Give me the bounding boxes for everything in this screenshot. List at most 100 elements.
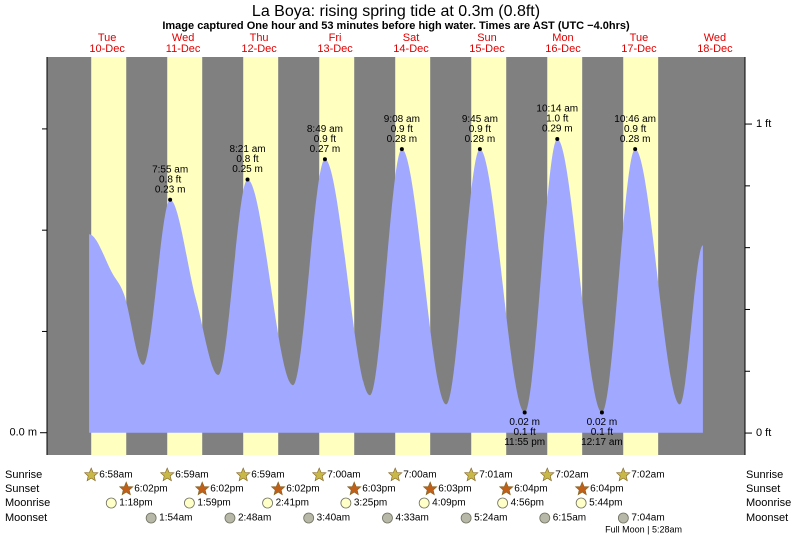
event-icon — [145, 512, 157, 524]
low-tide-dot — [522, 410, 527, 415]
event-time: 6:04pm — [514, 484, 547, 495]
event-time: 6:15am — [553, 513, 586, 524]
chart-subtitle: Image captured One hour and 53 minutes b… — [162, 20, 630, 32]
date-label: 17-Dec — [621, 43, 657, 55]
date-label: 18-Dec — [697, 43, 733, 55]
event-icon — [270, 481, 286, 496]
tide-label: 8:49 am — [307, 124, 343, 135]
high-tide-dot — [555, 137, 560, 142]
tide-label: 11:55 pm — [504, 437, 545, 448]
date-label: 13-Dec — [317, 43, 353, 55]
event-icon — [311, 467, 327, 482]
tide-area — [89, 139, 703, 433]
event-icon — [105, 497, 117, 509]
row-label: Sunset — [5, 483, 39, 495]
tide-label: 8:21 am — [229, 144, 265, 155]
event-time: 6:59am — [251, 470, 284, 481]
event-icon — [539, 467, 555, 482]
tide-label: 1.0 ft — [546, 114, 568, 125]
row-label: Sunrise — [746, 469, 783, 481]
tide-label: 0.9 ft — [391, 124, 413, 135]
event-icon — [235, 467, 251, 482]
event-time: 6:03pm — [362, 484, 395, 495]
tide-label: 0.8 ft — [159, 174, 181, 185]
footnote: Full Moon | 5:28am — [605, 524, 682, 534]
event-time: 4:33am — [395, 513, 428, 524]
day-label: Sat — [403, 32, 420, 44]
event-time: 7:00am — [327, 470, 360, 481]
event-icon — [463, 467, 479, 482]
date-label: 10-Dec — [89, 43, 125, 55]
high-tide-dot — [477, 147, 482, 152]
tide-label: 0.9 ft — [314, 134, 336, 145]
tide-label: 10:46 am — [614, 114, 656, 125]
event-time: 7:02am — [555, 470, 588, 481]
row-label: Moonset — [746, 512, 788, 524]
event-icon — [224, 512, 236, 524]
event-icon — [418, 497, 430, 509]
event-time: 6:04pm — [590, 484, 623, 495]
tide-label: 10:14 am — [536, 104, 578, 115]
event-icon — [346, 481, 362, 496]
date-label: 14-Dec — [393, 43, 429, 55]
event-icon — [340, 497, 352, 509]
event-icon — [498, 481, 514, 496]
event-icon — [615, 467, 631, 482]
event-time: 2:48am — [238, 513, 271, 524]
tide-label: 0.9 ft — [624, 124, 646, 135]
tide-label: 0.29 m — [542, 124, 573, 135]
event-time: 5:44pm — [589, 498, 622, 509]
event-time: 7:02am — [631, 470, 664, 481]
event-icon — [118, 481, 134, 496]
high-tide-dot — [633, 147, 638, 152]
tide-label: 0.25 m — [232, 164, 263, 175]
tide-label: 0.1 ft — [514, 427, 536, 438]
day-label: Thu — [250, 32, 269, 44]
tide-label: 7:55 am — [152, 164, 188, 175]
event-icon — [575, 497, 587, 509]
day-label: Mon — [552, 32, 573, 44]
event-time: 6:03pm — [438, 484, 471, 495]
row-label: Sunrise — [5, 469, 42, 481]
event-time: 6:59am — [175, 470, 208, 481]
event-icon — [262, 497, 273, 509]
day-label: Wed — [172, 32, 194, 44]
day-label: Tue — [98, 32, 117, 44]
day-label: Wed — [704, 32, 726, 44]
day-label: Fri — [329, 32, 342, 44]
tide-label: 0.27 m — [310, 144, 341, 155]
event-time: 6:02pm — [210, 484, 243, 495]
event-time: 7:00am — [403, 470, 436, 481]
event-time: 5:24am — [474, 513, 507, 524]
row-label: Moonrise — [5, 497, 50, 509]
tide-label: 9:45 am — [462, 114, 498, 125]
event-icon — [574, 481, 590, 496]
y-tick-label: 0.0 m — [9, 427, 37, 439]
tide-label: 0.28 m — [465, 134, 496, 145]
high-tide-dot — [245, 177, 250, 182]
tide-label: 0.02 m — [509, 417, 540, 428]
tide-label: 0.28 m — [620, 134, 651, 145]
low-tide-dot — [599, 410, 604, 415]
tide-label: 12:17 am — [581, 437, 623, 448]
event-time: 6:58am — [99, 470, 132, 481]
y2-tick-label: 0 ft — [756, 427, 771, 439]
event-time: 7:01am — [479, 470, 512, 481]
event-time: 4:56pm — [511, 498, 544, 509]
row-label: Moonset — [5, 512, 47, 524]
tide-label: 9:08 am — [384, 114, 420, 125]
row-label: Moonrise — [746, 497, 791, 509]
y2-tick-label: 1 ft — [756, 118, 771, 130]
tide-label: 0.8 ft — [236, 154, 258, 165]
event-icon — [194, 481, 210, 496]
day-label: Sun — [477, 32, 497, 44]
event-icon — [539, 512, 551, 524]
event-time: 3:25pm — [354, 498, 387, 509]
event-time: 6:02pm — [134, 484, 167, 495]
tide-label: 0.23 m — [155, 184, 186, 195]
tide-label: 0.02 m — [587, 417, 618, 428]
date-label: 11-Dec — [166, 43, 201, 55]
event-icon — [382, 512, 393, 524]
date-label: 12-Dec — [241, 43, 277, 55]
